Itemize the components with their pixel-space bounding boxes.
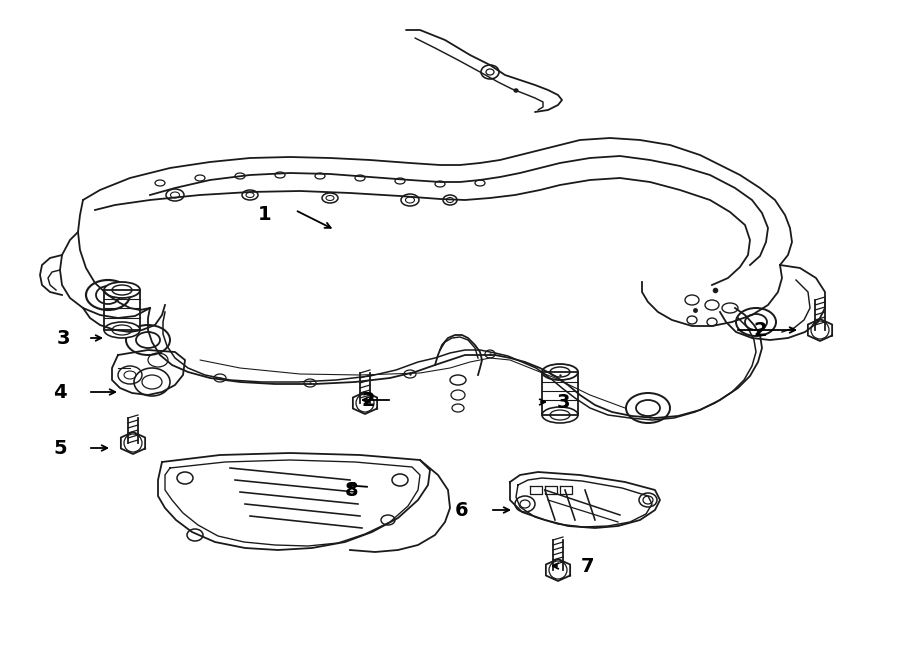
Ellipse shape [542,407,578,423]
Text: 4: 4 [53,383,67,401]
Text: 8: 8 [346,481,359,500]
Ellipse shape [104,282,140,298]
Text: 7: 7 [580,557,594,575]
Text: 3: 3 [556,393,570,412]
Ellipse shape [104,322,140,338]
Text: 3: 3 [56,328,70,348]
Text: 1: 1 [258,205,272,224]
Text: 2: 2 [753,320,767,340]
Ellipse shape [126,325,170,355]
Text: 6: 6 [455,500,469,520]
Ellipse shape [736,308,776,336]
Text: 5: 5 [53,438,67,457]
Ellipse shape [626,393,670,423]
Ellipse shape [542,364,578,380]
Ellipse shape [86,280,130,310]
Text: 2: 2 [361,391,374,410]
